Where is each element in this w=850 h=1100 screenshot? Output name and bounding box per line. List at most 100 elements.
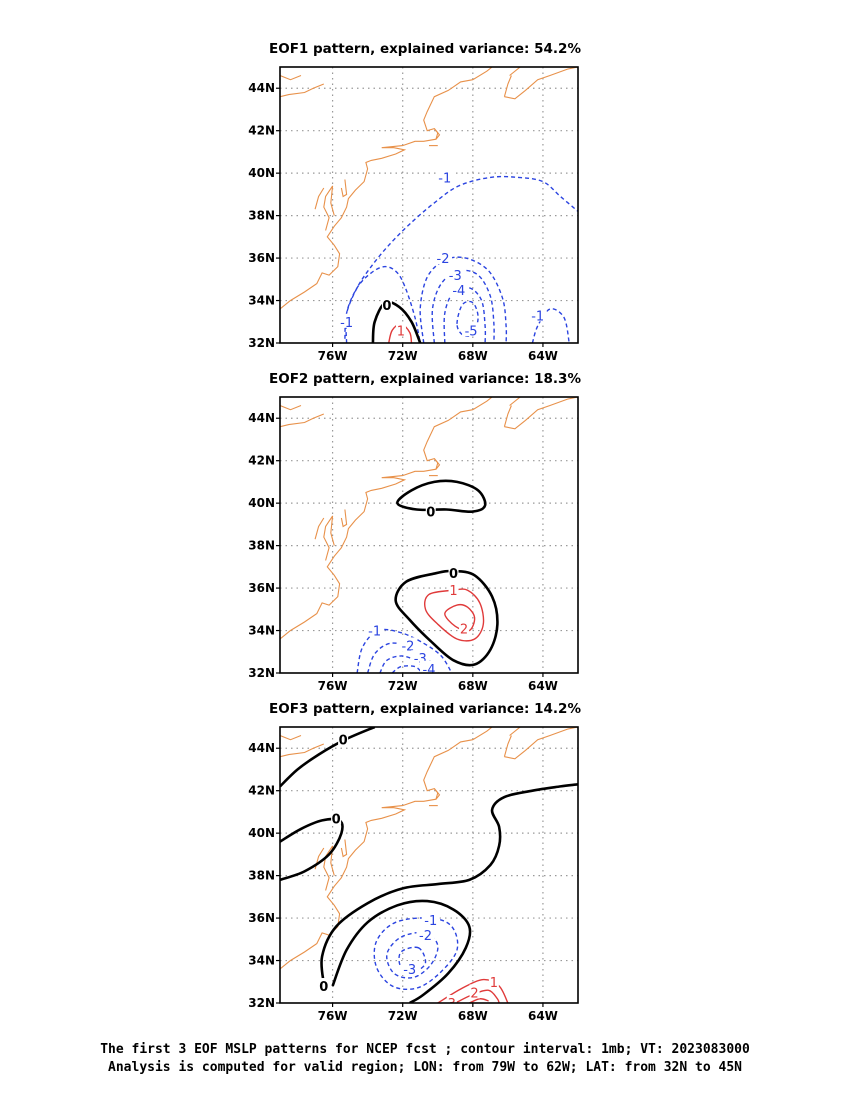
coastline xyxy=(280,734,302,741)
lat-tick-label: 34N xyxy=(248,294,275,308)
neg-contour-line xyxy=(345,265,421,343)
coastline xyxy=(433,788,439,800)
zero-contour-line xyxy=(394,569,499,667)
lon-tick-label: 76W xyxy=(318,679,348,693)
zero-contour-line xyxy=(280,817,344,882)
coastline xyxy=(433,458,439,470)
coastline xyxy=(503,735,512,757)
contour-label-bg xyxy=(338,731,349,746)
coastline xyxy=(280,67,493,310)
zero-contour-line xyxy=(320,783,578,985)
contour-label: 1 xyxy=(449,584,457,599)
coastline xyxy=(323,185,335,231)
contour-label-bg xyxy=(318,978,329,993)
contour-label: -2 xyxy=(401,639,414,654)
contour-label-bg xyxy=(488,973,499,988)
lon-tick-label: 72W xyxy=(388,1009,418,1023)
neg-contour-line xyxy=(443,286,487,343)
coastline xyxy=(280,74,302,81)
neg-contour-line xyxy=(356,628,453,673)
coastline xyxy=(314,517,325,540)
coastline xyxy=(314,187,325,210)
coastline xyxy=(340,509,348,528)
contour-label: -5 xyxy=(465,324,478,339)
map-frame xyxy=(279,66,579,344)
neg-contour-line xyxy=(391,665,423,673)
zero-contour-line xyxy=(396,479,487,514)
contour-label-bg xyxy=(365,622,384,637)
lon-tick-label: 72W xyxy=(388,679,418,693)
lat-tick-label: 38N xyxy=(248,869,275,883)
contour-label: 2 xyxy=(460,622,468,637)
coastline xyxy=(509,67,521,76)
contour-label: -1 xyxy=(424,914,437,929)
lon-tick-label: 64W xyxy=(528,349,558,363)
lon-tick-label: 68W xyxy=(458,1009,488,1023)
lat-tick-label: 36N xyxy=(248,581,275,595)
contour-label: -1 xyxy=(368,625,381,640)
contour-label: 0 xyxy=(339,734,348,749)
lat-tick-label: 36N xyxy=(248,251,275,265)
contour-label: 1 xyxy=(490,976,498,991)
lat-tick-label: 38N xyxy=(248,209,275,223)
eof3-map-panel: 0 0 0 -1-2 -3 123 76W 72W 68W 64W 44N 42N 40N 38N 36N 3… xyxy=(248,726,579,1023)
contour-label-bg xyxy=(462,322,481,337)
contour-label-bg xyxy=(448,565,459,580)
coastline xyxy=(340,839,348,858)
coastline xyxy=(503,405,512,427)
eof1-map-panel: -1 -1 -1 -2 -3-4 -5 10 76W 72W 68W 64W 44N 42N 40N 38N… xyxy=(248,66,579,363)
neg-contour-line xyxy=(398,946,427,973)
caption-line-1: The first 3 EOF MSLP patterns for NCEP f… xyxy=(100,1042,750,1057)
lon-tick-label: 64W xyxy=(528,1009,558,1023)
lon-tick-label: 76W xyxy=(318,349,348,363)
contour-label: -1 xyxy=(531,309,544,324)
contour-label-bg xyxy=(411,650,430,665)
contour-label: -4 xyxy=(452,284,465,299)
zero-contour-line xyxy=(371,300,422,343)
coastline xyxy=(503,75,512,97)
coastline xyxy=(433,128,439,140)
contour-label: 0 xyxy=(382,299,391,314)
contour-label-bg xyxy=(421,912,440,927)
lon-tick-label: 64W xyxy=(528,679,558,693)
contour-label-bg xyxy=(459,620,470,635)
lat-tick-label: 36N xyxy=(248,911,275,925)
contour-label: -3 xyxy=(403,963,416,978)
panel-1-title: EOF1 pattern, explained variance: 54.2% xyxy=(269,41,581,57)
coastline xyxy=(280,743,325,758)
contour-label-bg xyxy=(434,250,453,265)
contour-label-bg xyxy=(337,313,356,328)
coastline xyxy=(504,67,578,100)
panel-2-title: EOF2 pattern, explained variance: 18.3% xyxy=(269,371,581,387)
contour-label-bg xyxy=(435,169,454,184)
lat-tick-label: 42N xyxy=(248,124,275,138)
neg-contour-line xyxy=(344,175,578,339)
lon-tick-label: 68W xyxy=(458,349,488,363)
contour-label: -1 xyxy=(340,316,353,331)
contour-label-bg xyxy=(398,637,417,652)
contour-label-bg xyxy=(528,307,547,322)
contour-label-bg xyxy=(469,984,480,999)
contour-label-bg xyxy=(449,281,468,296)
contour-label-bg xyxy=(395,322,406,337)
caption-line-2: Analysis is computed for valid region; L… xyxy=(108,1060,742,1075)
lat-tick-label: 44N xyxy=(248,81,275,95)
lat-tick-label: 44N xyxy=(248,741,275,755)
contour-label: 2 xyxy=(470,986,478,1001)
neg-contour-line xyxy=(419,256,508,343)
lat-tick-label: 34N xyxy=(248,624,275,638)
contour-label-bg xyxy=(420,660,438,673)
lat-tick-label: 32N xyxy=(248,666,275,680)
pos-contour-line xyxy=(444,603,476,632)
coastline xyxy=(340,179,348,198)
neg-contour-line xyxy=(386,931,439,979)
contour-label-bg xyxy=(416,927,435,942)
contour-label-bg xyxy=(381,296,392,311)
map-frame xyxy=(279,396,579,674)
contour-label: -4 xyxy=(423,663,436,678)
coastline xyxy=(280,83,325,98)
contour-label-bg xyxy=(400,961,419,976)
lat-tick-label: 32N xyxy=(248,996,275,1010)
neg-contour-line xyxy=(531,308,570,343)
neg-contour-line xyxy=(431,269,495,343)
